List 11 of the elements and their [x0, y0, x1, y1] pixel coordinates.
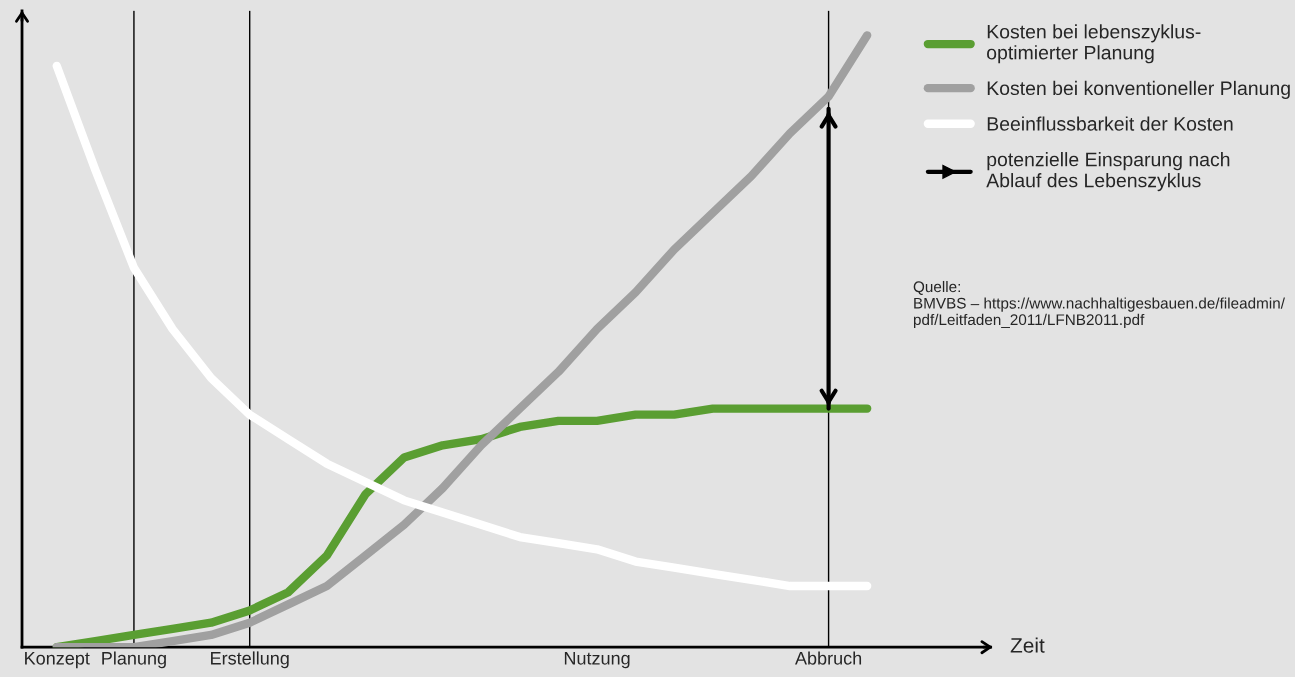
- legend-label: Kosten bei konventioneller Planung: [987, 80, 1290, 99]
- x-tick-label: Abbruch: [795, 651, 862, 665]
- legend-label: potenzielle Einsparung nach Ablauf des Lebenszyklus: [986, 152, 1230, 192]
- x-tick-label: Konzept: [25, 652, 90, 669]
- x-tick-label: Planung: [102, 651, 166, 669]
- legend-label: Kosten bei lebenszyklus- optimierter Planung: [987, 24, 1201, 64]
- x-tick-label: Nutzung: [564, 652, 630, 669]
- x-axis-title: Zeit: [1010, 637, 1045, 653]
- legend-label: Beeinflussbarkeit der Kosten: [987, 116, 1233, 131]
- annotation: Quelle: BMVBS – https://www.nachhaltigesbauen.de/fileadmin/ pdf/Leitfaden_2011/LFNB2011.pdf: [913, 280, 1285, 329]
- x-tick-label: Erstellung: [211, 651, 289, 669]
